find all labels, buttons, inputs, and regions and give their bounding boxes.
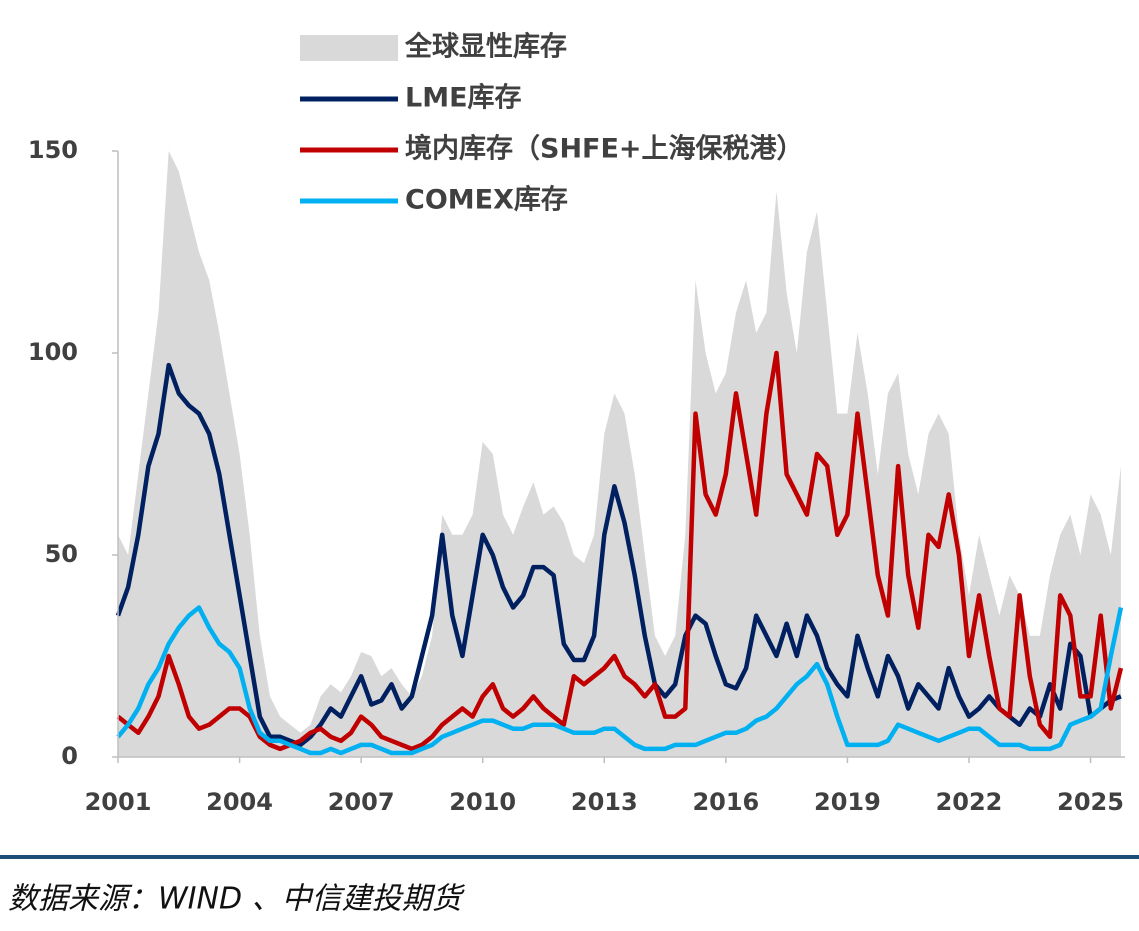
x-tick-label: 2007 [328, 788, 395, 816]
legend-label: COMEX库存 [405, 185, 568, 216]
legend-label: 全球显性库存 [404, 31, 567, 63]
series-line [116, 605, 1124, 756]
x-tick-label: 2004 [206, 788, 273, 816]
y-tick-label: 150 [28, 136, 78, 164]
series-line [116, 350, 1124, 752]
legend-label: 境内库存（SHFE+上海保税港） [405, 134, 804, 165]
area [118, 151, 1121, 757]
x-tick-label: 2010 [449, 788, 516, 816]
y-tick-label: 0 [61, 742, 78, 770]
legend-swatch [300, 35, 398, 61]
x-tick-label: 2013 [571, 788, 638, 816]
x-tick-label: 2025 [1057, 788, 1124, 816]
x-tick-label: 2001 [85, 788, 152, 816]
y-tick-label: 50 [45, 540, 78, 568]
y-tick-label: 100 [28, 338, 78, 366]
x-tick-label: 2019 [814, 788, 881, 816]
series-line [115, 362, 1122, 748]
x-tick-label: 2022 [936, 788, 1003, 816]
x-tick-label: 2016 [692, 788, 759, 816]
source-note: 数据来源：WIND 、中信建投期货 [8, 882, 466, 917]
legend-label: LME库存 [405, 83, 522, 114]
